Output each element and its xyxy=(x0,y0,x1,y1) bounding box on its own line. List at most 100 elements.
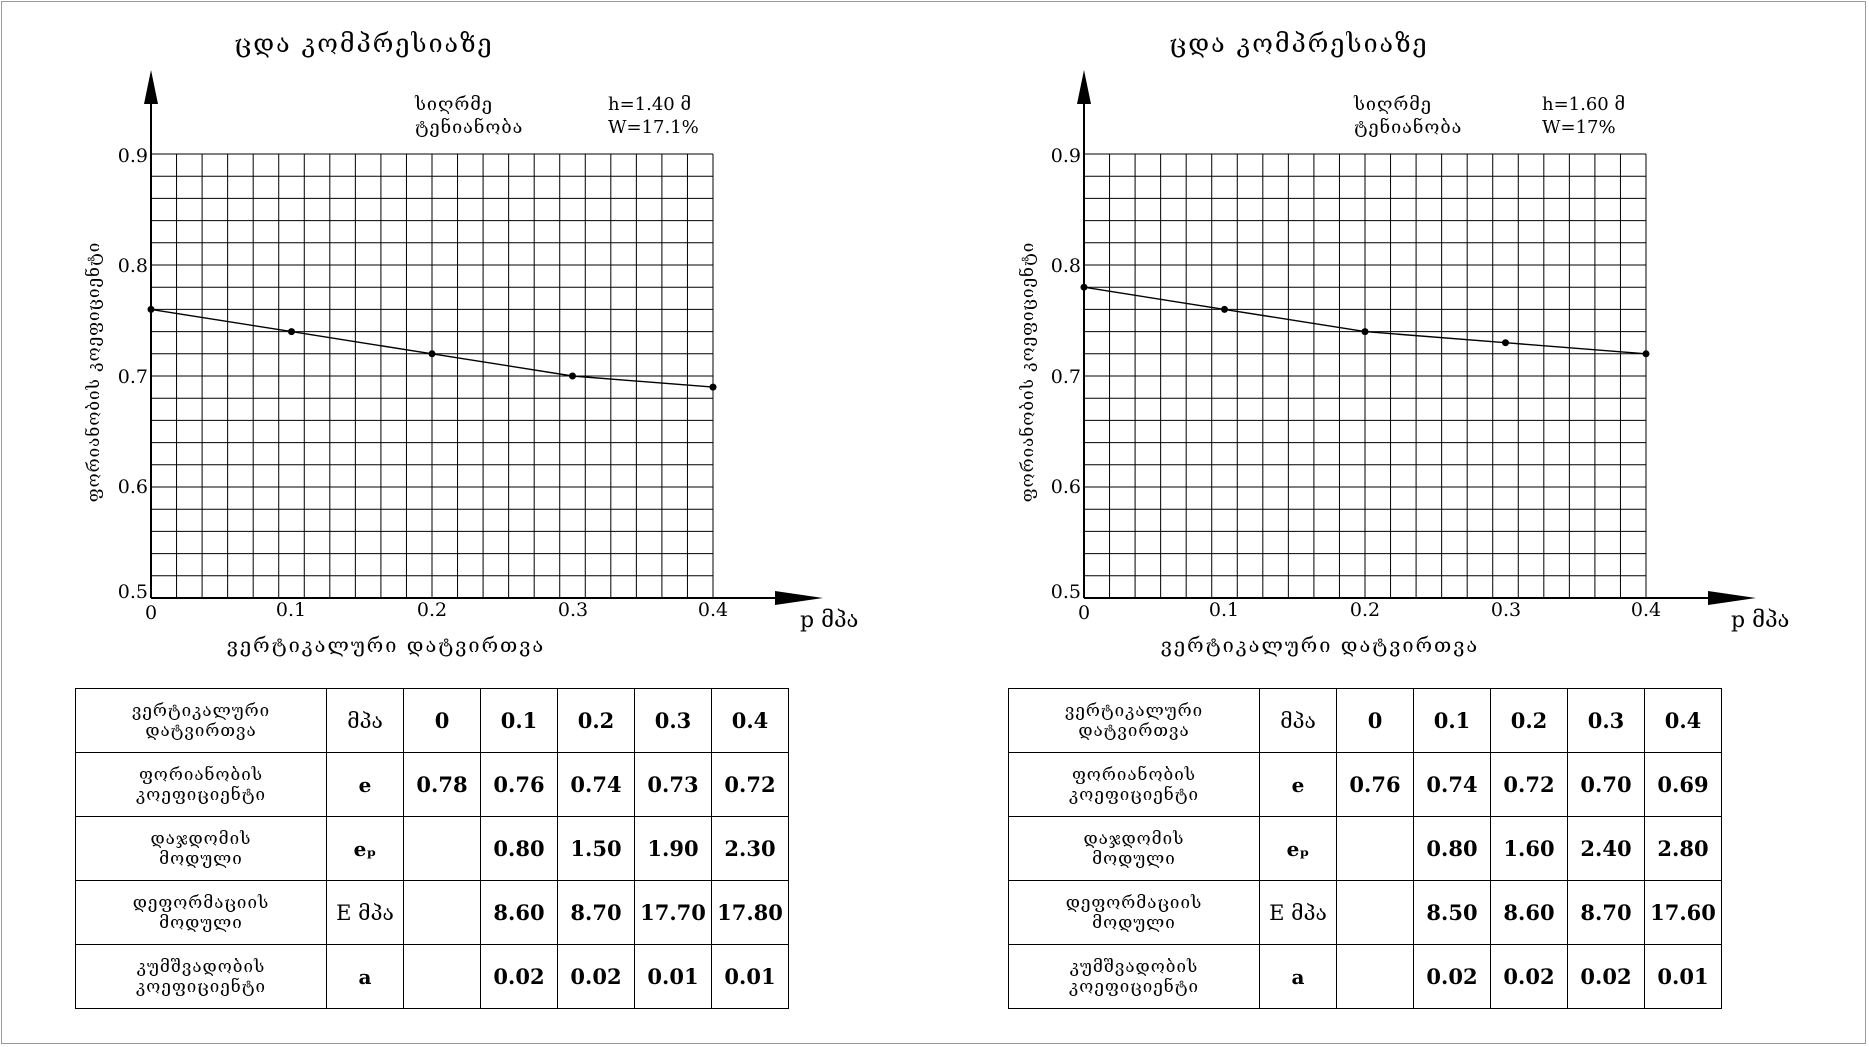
table-row: ვერტიკალური დატვირთვა მპა 0 0.1 0.2 0.3 0… xyxy=(1008,688,1722,753)
table-cell: 0.02 xyxy=(1567,944,1645,1009)
table-cell: 0.02 xyxy=(1413,944,1491,1009)
table-cell: 0.78 xyxy=(403,752,481,817)
table-cell: 1.60 xyxy=(1490,816,1568,881)
chart-title: ცდა კომპრესიაზე xyxy=(234,29,493,58)
x-unit-label: p მპა xyxy=(1731,608,1789,633)
table-row: დაჯდომის მოდული eₚ 0.80 1.50 1.90 2.30 xyxy=(75,816,789,881)
table-cell: 0.3 xyxy=(1567,688,1645,753)
row-label: დატვირთვა xyxy=(145,720,257,741)
y-tick-label: 0.8 xyxy=(118,255,148,277)
table-cell: 17.70 xyxy=(634,880,712,945)
x-unit-label: p მპა xyxy=(800,608,858,633)
table-cell: 8.70 xyxy=(1567,880,1645,945)
table-cell: 0.01 xyxy=(1644,944,1722,1009)
table-row: კუმშვადობის კოეფიციენტი a 0.02 0.02 0.01 … xyxy=(75,944,789,1009)
y-axis-arrow xyxy=(144,70,158,104)
y-tick-label: 0.6 xyxy=(1051,476,1081,498)
table-cell: 0 xyxy=(1336,688,1414,753)
table-cell: 0.02 xyxy=(480,944,558,1009)
table-cell: 0.1 xyxy=(1413,688,1491,753)
plot-area xyxy=(1077,70,1756,605)
row-label: დატვირთვა xyxy=(1078,720,1190,741)
row-label: კოეფიციენტი xyxy=(136,976,266,997)
x-tick-label: 0.2 xyxy=(1350,599,1380,621)
table-cell: 0.80 xyxy=(1413,816,1491,881)
table-cell: 8.70 xyxy=(557,880,635,945)
x-tick-label: 0.2 xyxy=(417,599,447,621)
data-point xyxy=(709,383,717,391)
table-cell: 0.4 xyxy=(711,688,789,753)
row-label: მოდული xyxy=(1092,848,1176,869)
table-cell: 17.60 xyxy=(1644,880,1722,945)
row-symbol: მპა xyxy=(326,688,404,753)
table-cell: 0.1 xyxy=(480,688,558,753)
x-axis-label: ვერტიკალური დატვირთვა xyxy=(1161,633,1479,657)
row-label: ვერტიკალური xyxy=(131,700,271,721)
data-point xyxy=(288,328,295,336)
table-cell: 0.76 xyxy=(480,752,558,817)
table-cell xyxy=(403,816,481,881)
data-point xyxy=(428,350,436,358)
x-tick-label: 0.4 xyxy=(698,599,728,621)
table-row: დეფორმაციის მოდული E მპა 8.60 8.70 17.70 … xyxy=(75,880,789,945)
depth-value: h=1.40 მ xyxy=(608,94,691,115)
table-cell xyxy=(403,880,481,945)
table-cell: 0.80 xyxy=(480,816,558,881)
table-cell: 17.80 xyxy=(711,880,789,945)
row-symbol: e xyxy=(326,752,404,817)
row-label: კუმშვადობის xyxy=(136,956,266,977)
row-symbol: eₚ xyxy=(326,816,404,881)
compression-chart-right: ცდა კომპრესიაზე სიღრმე h=1.60 მ ტენიანობ… xyxy=(1018,29,1789,657)
table-cell: 1.90 xyxy=(634,816,712,881)
chart-title: ცდა კომპრესიაზე xyxy=(1169,29,1428,58)
row-symbol: a xyxy=(326,944,404,1009)
row-label: ფორიანობის xyxy=(138,764,264,785)
table-cell: 0 xyxy=(403,688,481,753)
table-row: კუმშვადობის კოეფიციენტი a 0.02 0.02 0.02 … xyxy=(1008,944,1722,1009)
compression-table-right: ვერტიკალური დატვირთვა მპა 0 0.1 0.2 0.3 0… xyxy=(1008,688,1722,1009)
table-cell: 0.01 xyxy=(634,944,712,1009)
y-tick-label: 0.9 xyxy=(1051,145,1081,167)
x-tick-label: 0.3 xyxy=(1491,599,1521,621)
row-label: დაჯდომის xyxy=(150,828,252,849)
data-point xyxy=(1080,283,1088,291)
table-cell: 0.74 xyxy=(557,752,635,817)
table-cell: 0.2 xyxy=(1490,688,1568,753)
table-cell: 0.72 xyxy=(1490,752,1568,817)
x-tick-label: 0 xyxy=(145,602,157,624)
y-tick-label: 0.8 xyxy=(1051,255,1081,277)
table-cell: 0.73 xyxy=(634,752,712,817)
x-axis-arrow xyxy=(1708,591,1756,605)
row-label: დეფორმაციის xyxy=(1065,892,1203,913)
y-axis-label: ფორიანობის კოეფიციენტი xyxy=(1018,242,1038,502)
row-label: მოდული xyxy=(1092,912,1176,933)
row-label: ვერტიკალური xyxy=(1064,700,1204,721)
row-symbol: E მპა xyxy=(1259,880,1337,945)
table-cell: 0.70 xyxy=(1567,752,1645,817)
compression-chart-left: ცდა კომპრესიაზე სიღრმე h=1.40 მ ტენიანობ… xyxy=(84,29,858,657)
compression-table-left: ვერტიკალური დატვირთვა მპა 0 0.1 0.2 0.3 0… xyxy=(75,688,789,1009)
x-tick-label: 0 xyxy=(1078,602,1090,624)
table-cell: 0.02 xyxy=(557,944,635,1009)
table-row: დაჯდომის მოდული eₚ 0.80 1.60 2.40 2.80 xyxy=(1008,816,1722,881)
y-tick-label: 0.9 xyxy=(118,145,148,167)
x-tick-label: 0.4 xyxy=(1631,599,1661,621)
table-cell: 0.3 xyxy=(634,688,712,753)
table-cell: 0.2 xyxy=(557,688,635,753)
row-label: კოეფიციენტი xyxy=(136,784,266,805)
y-tick-label: 0.6 xyxy=(118,476,148,498)
depth-label: სიღრმე xyxy=(1353,94,1432,115)
chart-panel-right: ცდა კომპრესიაზე სიღრმე h=1.60 მ ტენიანობ… xyxy=(934,0,1868,1047)
table-cell: 2.40 xyxy=(1567,816,1645,881)
row-label: მოდული xyxy=(159,912,243,933)
y-tick-label: 0.5 xyxy=(1051,581,1081,603)
table-cell: 8.60 xyxy=(1490,880,1568,945)
row-label: კოეფიციენტი xyxy=(1069,976,1199,997)
table-cell xyxy=(403,944,481,1009)
table-cell: 8.50 xyxy=(1413,880,1491,945)
row-label: ფორიანობის xyxy=(1071,764,1197,785)
x-axis-label: ვერტიკალური დატვირთვა xyxy=(227,633,545,657)
row-label: დაჯდომის xyxy=(1083,828,1185,849)
moisture-label: ტენიანობა xyxy=(1354,116,1462,138)
table-cell: 0.02 xyxy=(1490,944,1568,1009)
